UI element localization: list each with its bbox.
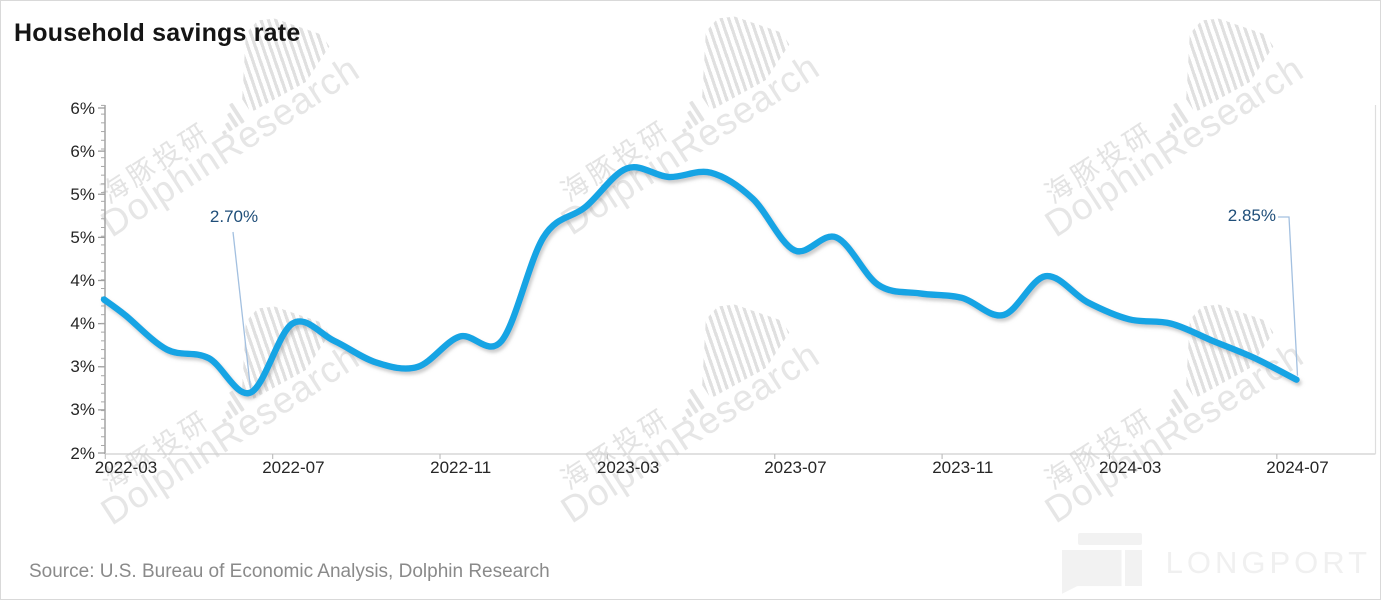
y-axis-label: 4% [70, 271, 95, 290]
y-axis-label: 4% [70, 314, 95, 334]
x-axis-label: 2024-03 [1098, 458, 1162, 477]
x-axis-label: 2022-11 [430, 458, 492, 477]
y-axis-label: 6% [70, 98, 95, 118]
y-axis-label: 5% [70, 227, 95, 247]
annotation-dip-label: 2.70% [209, 207, 259, 226]
x-axis-label: 2023-03 [596, 458, 660, 477]
annotation-end-label: 2.85% [1227, 206, 1276, 225]
axes [98, 104, 1377, 459]
y-axis-label: 3% [70, 357, 95, 377]
x-axis-label: 2024-07 [1266, 458, 1329, 477]
x-axis-label: 2022-07 [262, 458, 325, 477]
y-axis-label: 6% [70, 141, 95, 161]
savings-rate-line [100, 164, 1300, 397]
page-title: Household savings rate [14, 19, 301, 47]
source-note: Source: U.S. Bureau of Economic Analysis… [29, 561, 550, 582]
longport-brand: LONGPORT [1061, 532, 1371, 594]
longport-logo-icon [1061, 532, 1142, 594]
annotation-leader-lines [232, 216, 1299, 389]
x-axis-label: 2023-07 [764, 458, 827, 477]
longport-wordmark: LONGPORT [1165, 544, 1371, 580]
y-axis-label: 5% [70, 184, 95, 204]
x-axis-label: 2023-11 [932, 458, 994, 477]
y-axis-label: 3% [70, 400, 95, 420]
y-axis-label: 2% [70, 443, 95, 463]
x-axis-label: 2022-03 [94, 458, 158, 477]
